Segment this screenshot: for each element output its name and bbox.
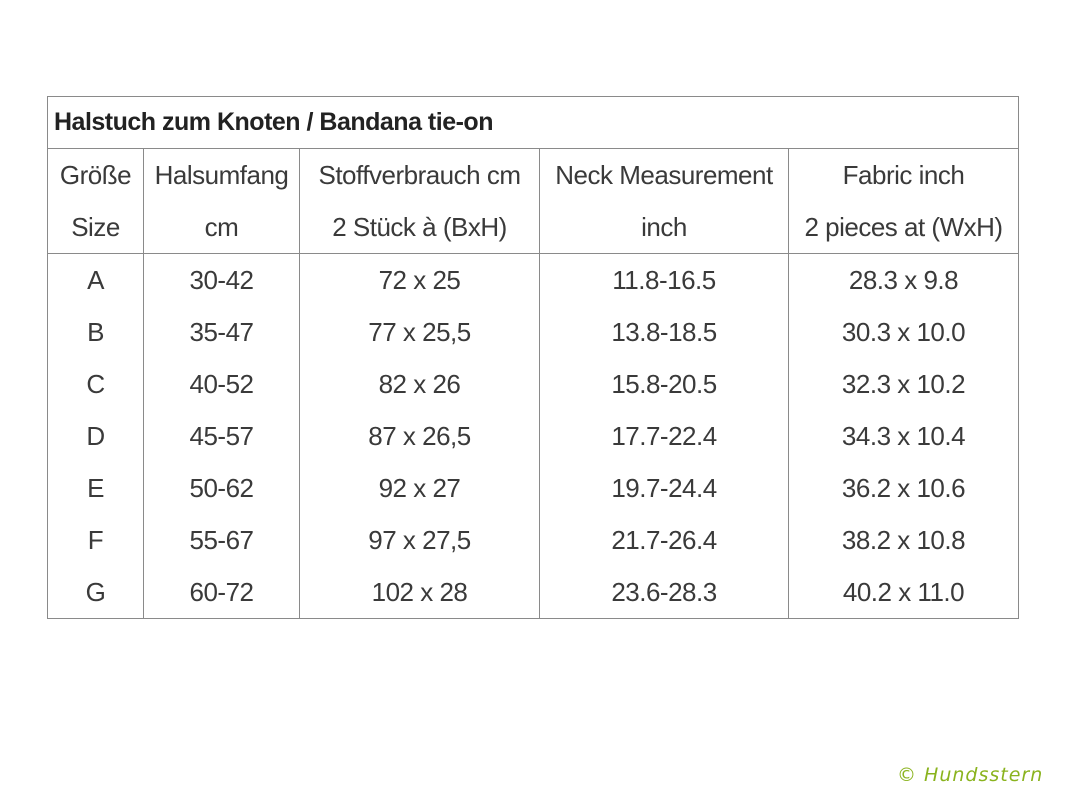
table-cell: 38.2 x 10.8	[788, 514, 1019, 566]
table-cell: B	[47, 306, 144, 358]
header-line: Fabric inch	[842, 160, 965, 190]
table-cell: 34.3 x 10.4	[788, 410, 1019, 462]
table-cell: 30.3 x 10.0	[788, 306, 1019, 358]
table-cell: 77 x 25,5	[299, 306, 540, 358]
table-cell: G	[47, 566, 144, 619]
table-cell: C	[47, 358, 144, 410]
table-cell: 72 x 25	[299, 253, 540, 306]
table-cell: A	[47, 253, 144, 306]
table-cell: 55-67	[143, 514, 300, 566]
header-line: Size	[71, 212, 120, 242]
table-cell: 87 x 26,5	[299, 410, 540, 462]
table-cell: E	[47, 462, 144, 514]
watermark: © Hundsstern	[897, 764, 1044, 786]
table-cell: 28.3 x 9.8	[788, 253, 1019, 306]
table-row: G 60-72 102 x 28 23.6-28.3 40.2 x 11.0	[47, 566, 1019, 619]
table-cell: D	[47, 410, 144, 462]
table-cell: 30-42	[143, 253, 300, 306]
header-fabric-inch: Fabric inch 2 pieces at (WxH)	[788, 148, 1019, 254]
table-cell: 13.8-18.5	[539, 306, 789, 358]
header-line: Halsumfang	[154, 160, 289, 190]
table-row: A 30-42 72 x 25 11.8-16.5 28.3 x 9.8	[47, 253, 1019, 306]
table-cell: F	[47, 514, 144, 566]
header-line: Stoffverbrauch cm	[318, 160, 521, 190]
table-cell: 102 x 28	[299, 566, 540, 619]
header-neck-cm: Halsumfang cm	[143, 148, 300, 254]
size-table: Halstuch zum Knoten / Bandana tie-on Grö…	[47, 96, 1019, 619]
header-size: Größe Size	[47, 148, 144, 254]
header-line: Neck Measurement	[555, 160, 773, 190]
table-title: Halstuch zum Knoten / Bandana tie-on	[47, 96, 1019, 149]
header-row: Größe Size Halsumfang cm Stoffverbrauch cm…	[47, 148, 1019, 254]
table-cell: 35-47	[143, 306, 300, 358]
table-row: C 40-52 82 x 26 15.8-20.5 32.3 x 10.2	[47, 358, 1019, 410]
header-line: 2 pieces at (WxH)	[804, 212, 1003, 242]
table-cell: 23.6-28.3	[539, 566, 789, 619]
table-cell: 82 x 26	[299, 358, 540, 410]
header-line: 2 Stück à (BxH)	[332, 212, 507, 242]
table-cell: 36.2 x 10.6	[788, 462, 1019, 514]
table-cell: 11.8-16.5	[539, 253, 789, 306]
table-cell: 97 x 27,5	[299, 514, 540, 566]
table-row: D 45-57 87 x 26,5 17.7-22.4 34.3 x 10.4	[47, 410, 1019, 462]
table-cell: 45-57	[143, 410, 300, 462]
table-cell: 92 x 27	[299, 462, 540, 514]
table-cell: 40-52	[143, 358, 300, 410]
table-cell: 32.3 x 10.2	[788, 358, 1019, 410]
table-cell: 50-62	[143, 462, 300, 514]
header-line: inch	[641, 212, 687, 242]
header-line: Größe	[59, 160, 132, 190]
table-cell: 40.2 x 11.0	[788, 566, 1019, 619]
table-cell: 21.7-26.4	[539, 514, 789, 566]
table-row: E 50-62 92 x 27 19.7-24.4 36.2 x 10.6	[47, 462, 1019, 514]
header-fabric-cm: Stoffverbrauch cm 2 Stück à (BxH)	[299, 148, 540, 254]
table-cell: 60-72	[143, 566, 300, 619]
table-cell: 15.8-20.5	[539, 358, 789, 410]
header-neck-inch: Neck Measurement inch	[539, 148, 789, 254]
table-row: B 35-47 77 x 25,5 13.8-18.5 30.3 x 10.0	[47, 306, 1019, 358]
table-cell: 19.7-24.4	[539, 462, 789, 514]
table-cell: 17.7-22.4	[539, 410, 789, 462]
header-line: cm	[204, 212, 239, 242]
table-row: F 55-67 97 x 27,5 21.7-26.4 38.2 x 10.8	[47, 514, 1019, 566]
